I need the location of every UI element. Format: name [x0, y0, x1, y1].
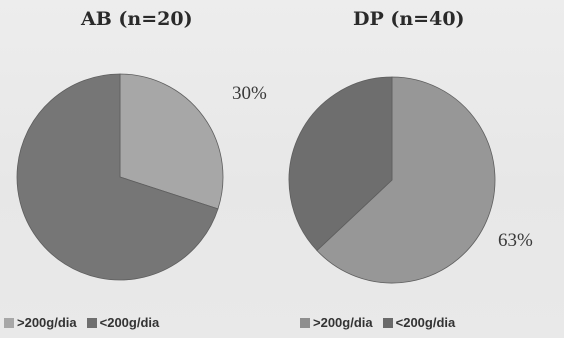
pie-chart-ab: [16, 73, 224, 281]
legend-swatch-ab-low: [86, 317, 97, 328]
pie-slice-dp-low: [288, 76, 393, 252]
legend-item-ab-low: <200g/dia: [86, 315, 160, 330]
legend-item-dp-low: <200g/dia: [382, 315, 456, 330]
legend-item-dp-high: >200g/dia: [300, 315, 373, 330]
legend-label-dp-low: <200g/dia: [395, 315, 456, 330]
legend-item-ab-high: >200g/dia: [4, 315, 77, 330]
pie-chart-dp: [288, 76, 496, 284]
pie-slice-ab-high: [119, 73, 224, 210]
legend-swatch-dp-high: [300, 317, 310, 328]
chart-title-ab: AB (n=20): [81, 8, 193, 30]
legend-ab: >200g/dia <200g/dia: [4, 315, 163, 330]
legend-swatch-dp-low: [382, 317, 393, 328]
slice-label-ab-high: 30%: [232, 83, 267, 104]
legend-label-ab-low: <200g/dia: [99, 315, 160, 330]
slice-label-dp-high: 63%: [498, 230, 533, 251]
pie-slice-ab-low: [16, 73, 219, 281]
legend-label-dp-high: >200g/dia: [313, 315, 373, 330]
legend-dp: >200g/dia <200g/dia: [300, 315, 459, 330]
legend-label-ab-high: >200g/dia: [17, 315, 77, 330]
legend-swatch-ab-high: [4, 317, 14, 328]
chart-title-dp: DP (n=40): [353, 8, 465, 30]
pie-slice-dp-high: [316, 76, 496, 284]
